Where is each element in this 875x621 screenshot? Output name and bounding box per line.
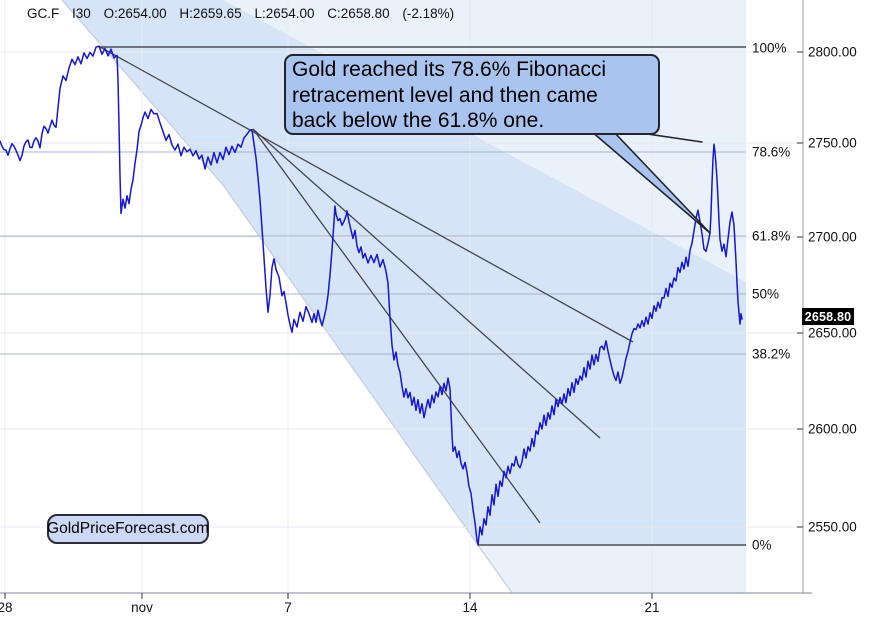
- annotation-line-2: retracement level and then came: [292, 83, 598, 107]
- fib-label-382: 38.2%: [752, 346, 791, 362]
- trendline: [99, 46, 634, 343]
- price-axis-label: 2600.00: [808, 421, 857, 437]
- price-axis-label: 2650.00: [808, 325, 857, 341]
- fib-label-786: 78.6%: [752, 144, 791, 160]
- annotation-callout[interactable]: Gold reached its 78.6% Fibonacci retrace…: [284, 54, 660, 135]
- low-value: L:2654.00: [254, 6, 315, 21]
- date-axis-label: 28: [0, 600, 13, 615]
- fib-label-618: 61.8%: [752, 228, 791, 244]
- symbol-label: GC.F: [27, 6, 60, 21]
- last-price-value: 2658.80: [804, 309, 852, 324]
- high-value: H:2659.65: [179, 6, 242, 21]
- shade-dark-channel: [62, 0, 746, 545]
- price-line: [0, 45, 743, 546]
- price-axis-label: 2800.00: [808, 44, 857, 60]
- trendline: [252, 128, 541, 524]
- last-price-badge: 2658.80: [802, 308, 854, 325]
- price-axis-label: 2750.00: [808, 135, 857, 151]
- annotation-line-1: Gold reached its 78.6% Fibonacci: [292, 58, 607, 81]
- annotation-line-3: back below the 61.8% one.: [292, 109, 545, 132]
- date-axis-label: 14: [462, 600, 478, 615]
- close-value: C:2658.80: [327, 6, 390, 21]
- ohlc-header: GC.F I30 O:2654.00 H:2659.65 L:2654.00 C…: [27, 6, 463, 21]
- trendline: [252, 128, 601, 439]
- interval-label: I30: [72, 6, 91, 21]
- fib-label-50: 50%: [752, 286, 780, 302]
- price-axis-label: 2700.00: [808, 229, 857, 245]
- watermark-text: GoldPriceForecast.com: [47, 520, 209, 537]
- date-axis-label: 7: [284, 600, 292, 615]
- shade-light-below-0: [478, 545, 746, 593]
- open-value: O:2654.00: [103, 6, 167, 21]
- fib-label-0: 0%: [752, 537, 772, 553]
- fib-label-100: 100%: [752, 40, 787, 56]
- price-axis-label: 2550.00: [808, 519, 857, 535]
- watermark-pill: GoldPriceForecast.com: [47, 514, 209, 544]
- date-axis-label: 21: [644, 600, 660, 615]
- change-value: (-2.18%): [402, 6, 455, 21]
- date-axis-label: nov: [131, 600, 153, 615]
